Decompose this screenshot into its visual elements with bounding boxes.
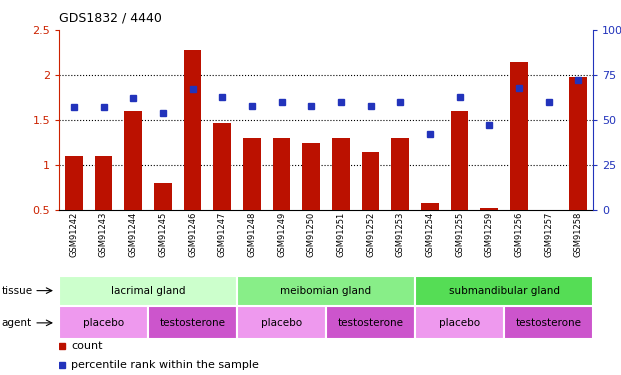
Text: GSM91251: GSM91251 [337,212,345,257]
Text: tissue: tissue [1,286,32,296]
Text: GSM91247: GSM91247 [218,212,227,257]
Text: GSM91244: GSM91244 [129,212,138,257]
Bar [504,306,593,339]
Bar [480,208,498,210]
Bar [569,77,587,210]
Bar [421,203,439,210]
Bar [391,138,409,210]
Text: testosterone: testosterone [160,318,225,328]
Text: testosterone: testosterone [515,318,581,328]
Bar [94,156,112,210]
Text: placebo: placebo [83,318,124,328]
Text: GSM91254: GSM91254 [425,212,434,257]
Bar [237,276,415,306]
Bar [148,306,237,339]
Bar [451,111,468,210]
Bar [332,138,350,210]
Text: GSM91258: GSM91258 [574,212,582,257]
Text: GSM91246: GSM91246 [188,212,197,257]
Bar [59,276,237,306]
Text: lacrimal gland: lacrimal gland [111,286,185,296]
Text: agent: agent [1,318,32,328]
Bar [415,306,504,339]
Text: GSM91243: GSM91243 [99,212,108,257]
Bar [243,138,261,210]
Text: GSM91256: GSM91256 [514,212,524,257]
Bar [213,123,231,210]
Text: GSM91248: GSM91248 [247,212,256,257]
Bar [510,62,528,210]
Text: meibomian gland: meibomian gland [281,286,371,296]
Text: testosterone: testosterone [338,318,404,328]
Text: GSM91259: GSM91259 [485,212,494,257]
Text: placebo: placebo [261,318,302,328]
Text: count: count [71,341,103,351]
Text: GSM91252: GSM91252 [366,212,375,257]
Text: GSM91249: GSM91249 [277,212,286,257]
Text: GSM91255: GSM91255 [455,212,464,257]
Text: GSM91257: GSM91257 [544,212,553,257]
Bar [65,156,83,210]
Bar [302,142,320,210]
Bar [154,183,172,210]
Text: GSM91242: GSM91242 [70,212,78,257]
Bar [237,306,326,339]
Bar [124,111,142,210]
Bar [184,50,201,210]
Text: GSM91245: GSM91245 [158,212,167,257]
Text: placebo: placebo [439,318,480,328]
Bar [273,138,291,210]
Text: GSM91250: GSM91250 [307,212,315,257]
Text: percentile rank within the sample: percentile rank within the sample [71,360,260,369]
Bar [59,306,148,339]
Text: GSM91253: GSM91253 [396,212,405,257]
Bar [415,276,593,306]
Text: GDS1832 / 4440: GDS1832 / 4440 [59,11,162,24]
Text: submandibular gland: submandibular gland [448,286,560,296]
Bar [361,152,379,210]
Bar [326,306,415,339]
